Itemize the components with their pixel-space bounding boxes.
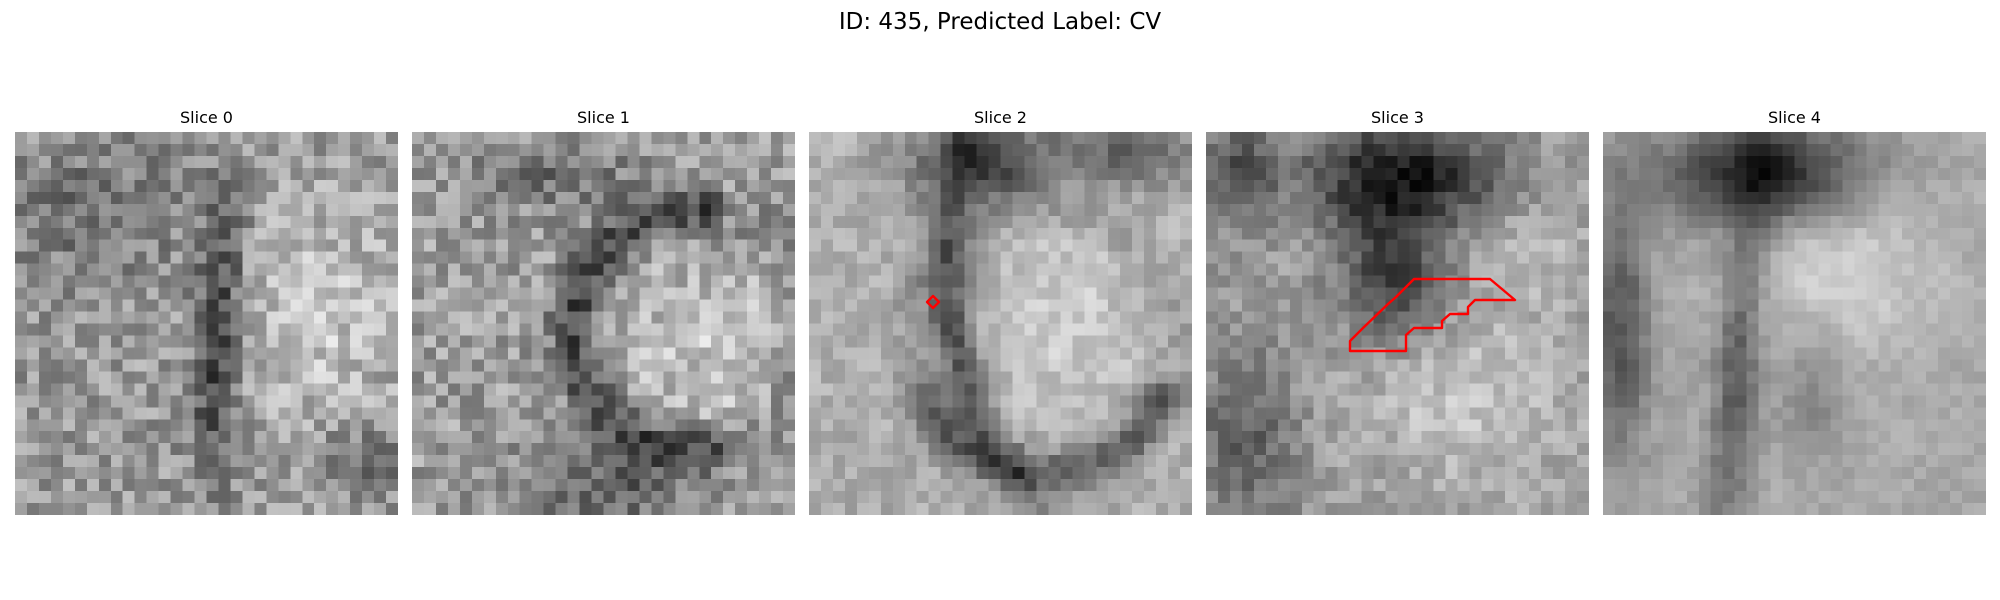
slice-image-1 — [412, 132, 795, 515]
slice-panel-2: Slice 2 — [809, 108, 1192, 515]
slice-title-4: Slice 4 — [1768, 108, 1821, 127]
slice-title-3: Slice 3 — [1371, 108, 1424, 127]
slice-panel-4: Slice 4 — [1603, 108, 1986, 515]
figure-title: ID: 435, Predicted Label: CV — [838, 9, 1162, 35]
slice-panel-0: Slice 0 — [15, 108, 398, 515]
slice-image-3 — [1206, 132, 1589, 515]
slice-image-2 — [809, 132, 1192, 515]
slice-panel-3: Slice 3 — [1206, 108, 1589, 515]
slice-image-4 — [1603, 132, 1986, 515]
slice-title-0: Slice 0 — [180, 108, 233, 127]
slice-title-1: Slice 1 — [577, 108, 630, 127]
contour-slice-3 — [1348, 277, 1517, 353]
slice-title-2: Slice 2 — [974, 108, 1027, 127]
contour-slice-2 — [925, 294, 941, 310]
slice-panel-1: Slice 1 — [412, 108, 795, 515]
slice-image-0 — [15, 132, 398, 515]
